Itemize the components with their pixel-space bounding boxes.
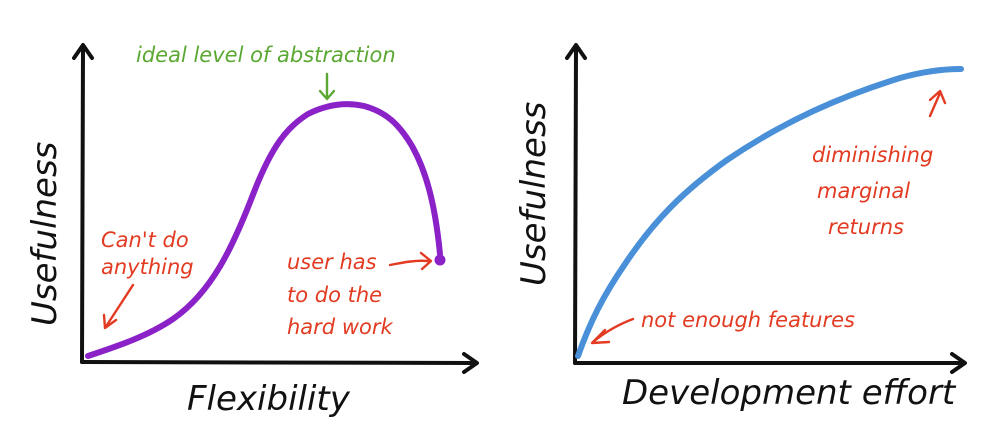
left-panel: ideal level of abstraction Can't do anyt… [25, 43, 479, 419]
user-hard-work-annotation: user has to do the hard work [287, 250, 393, 339]
cant-do-anything-line-1: Can't do [101, 228, 189, 252]
user-hard-work-line-3: hard work [287, 315, 393, 339]
ideal-level-annotation: ideal level of abstraction [136, 43, 396, 67]
development-effort-usefulness-curve [575, 66, 964, 359]
cant-do-anything-arrow [102, 283, 135, 330]
left-y-axis-label: Usefulness [25, 142, 65, 326]
diminishing-line-2: marginal [817, 179, 910, 203]
right-x-axis-label: Development effort [622, 373, 957, 413]
not-enough-features-arrow [590, 317, 635, 345]
left-y-axis [80, 46, 85, 364]
ideal-level-arrow [318, 72, 336, 101]
right-x-axis-arrowhead [950, 352, 967, 374]
cant-do-anything-line-2: anything [101, 255, 194, 279]
not-enough-features-annotation: not enough features [641, 308, 855, 332]
right-y-axis-arrowhead [565, 43, 587, 60]
right-y-axis-label: Usefulness [514, 102, 554, 286]
diminishing-returns-annotation: diminishing marginal returns [812, 143, 940, 239]
diminishing-line-1: diminishing [812, 143, 933, 167]
curve-endpoint-dot [434, 254, 446, 266]
right-panel: not enough features diminishing marginal… [514, 43, 967, 413]
left-x-axis-label: Flexibility [187, 379, 351, 419]
cant-do-anything-annotation: Can't do anything [101, 228, 195, 279]
diminishing-returns-arrow [928, 89, 947, 118]
flexibility-usefulness-curve [85, 101, 443, 359]
user-hard-work-line-1: user has [287, 250, 377, 274]
left-x-axis-arrowhead [462, 352, 479, 374]
user-hard-work-arrow [388, 251, 433, 271]
left-x-axis [80, 360, 476, 365]
diminishing-line-3: returns [828, 215, 904, 239]
right-y-axis [573, 46, 578, 365]
user-hard-work-line-2: to do the [287, 283, 382, 307]
left-y-axis-arrowhead [72, 43, 94, 60]
